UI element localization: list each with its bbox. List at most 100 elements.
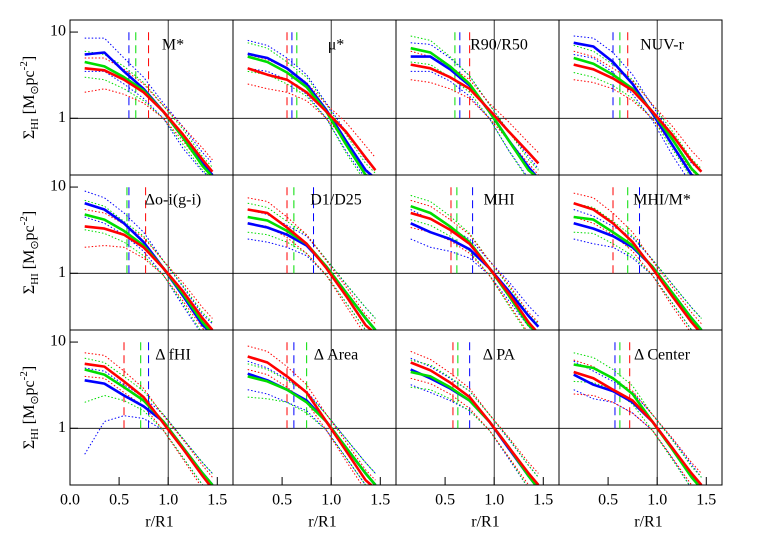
panel-title: μ* [328,37,345,54]
panel-title: MHI/M* [633,192,691,209]
x-tick-label: 0.5 [435,492,455,509]
panel [559,175,722,330]
envelope-line [84,199,213,323]
profile-line [84,225,214,330]
y-axis-label-part: [M [21,250,38,274]
envelope-line [410,377,530,485]
panel-title: D1/D25 [310,192,362,209]
envelope-line [247,54,376,158]
y-axis-label-part: ⊙ [29,395,41,404]
envelope-line [84,245,206,330]
envelope-line [84,190,213,325]
y-axis-label-part: HI [29,428,41,440]
panel-title: NUV-r [640,37,685,54]
envelope-line [247,83,373,175]
envelope-line [573,209,702,319]
panel [233,330,396,485]
profile-line [410,55,537,175]
panel [233,175,396,330]
profile-line [247,375,377,485]
envelope-line [84,70,209,175]
envelope-line [247,222,363,330]
y-tick-label: 10 [50,178,66,195]
y-axis-label-part: pc [21,225,38,240]
envelope-line [410,386,527,485]
x-tick-label: 1.5 [370,492,390,509]
profile-line [247,55,370,175]
y-tick-label: 1 [58,264,66,281]
profile-line [410,368,538,485]
x-axis-label: r/R1 [145,514,173,531]
profile-line [247,52,374,175]
envelope-line [84,37,213,164]
profile-line [247,355,374,485]
panel-title: Δ fHI [155,347,191,364]
envelope-line [84,88,213,175]
envelope-line [573,360,702,478]
envelope-line [410,61,526,175]
profile-line [84,362,212,485]
profile-line [84,201,211,330]
envelope-line [410,199,539,323]
x-tick-label: 1.0 [484,492,504,509]
y-axis-label: ΣHI [M⊙pc-2] [18,211,41,294]
profile-line [573,370,703,485]
envelope-line [247,369,363,485]
envelope-line [410,42,539,170]
profile-line [247,222,377,330]
panel [70,20,233,175]
profile-line [410,370,538,485]
y-axis-label-part: ] [21,366,38,371]
panel-frame [558,329,723,486]
envelope-line [573,50,702,162]
envelope-line [247,197,376,325]
envelope-line [573,393,693,485]
y-axis-label-part: ] [21,211,38,216]
y-axis-label-part: ⊙ [29,85,41,94]
y-tick-label: 10 [50,23,66,40]
y-axis-label-part: pc [21,70,38,85]
envelope-line [247,67,364,175]
envelope-line [84,216,200,330]
profile-line [410,361,540,485]
panel-title: M* [162,37,184,54]
x-tick-label: 0.5 [598,492,618,509]
y-axis-label-part: Σ [21,440,38,449]
envelope-line [247,39,376,171]
profile-line [84,67,214,173]
panel [70,175,233,330]
profile-line [573,201,700,330]
y-axis-label-part: HI [29,273,41,285]
x-tick-label: 0.5 [109,492,129,509]
x-tick-label: 1.5 [533,492,553,509]
profile-line [573,373,701,485]
x-axis-label: r/R1 [471,514,499,531]
envelope-line [573,231,693,330]
x-tick-label: 1.0 [158,492,178,509]
y-axis-label-part: [M [21,405,38,429]
envelope-line [84,352,213,478]
y-axis-label-part: Σ [21,130,38,139]
envelope-line [84,229,201,330]
y-tick-label: 10 [50,333,66,350]
envelope-line [410,219,526,330]
x-tick-label: 0.5 [272,492,292,509]
panel [559,330,722,485]
panel [233,20,396,175]
x-tick-label: 0.0 [60,492,80,509]
panel-title: MHI [483,192,514,209]
y-axis-label-part: -2 [18,61,30,70]
panel-title: Δ PA [483,347,516,364]
y-axis-label: ΣHI [M⊙pc-2] [18,56,41,139]
profile-line [410,63,540,165]
envelope-line [573,352,702,478]
envelope-line [84,57,213,161]
envelope-line [410,350,539,474]
x-tick-label: 1.5 [207,492,227,509]
envelope-line [247,345,376,481]
panel-title: Δo-i(g-i) [145,192,202,209]
y-axis-label-part: ] [21,56,38,61]
panel [559,20,722,175]
x-tick-label: 1.5 [696,492,716,509]
